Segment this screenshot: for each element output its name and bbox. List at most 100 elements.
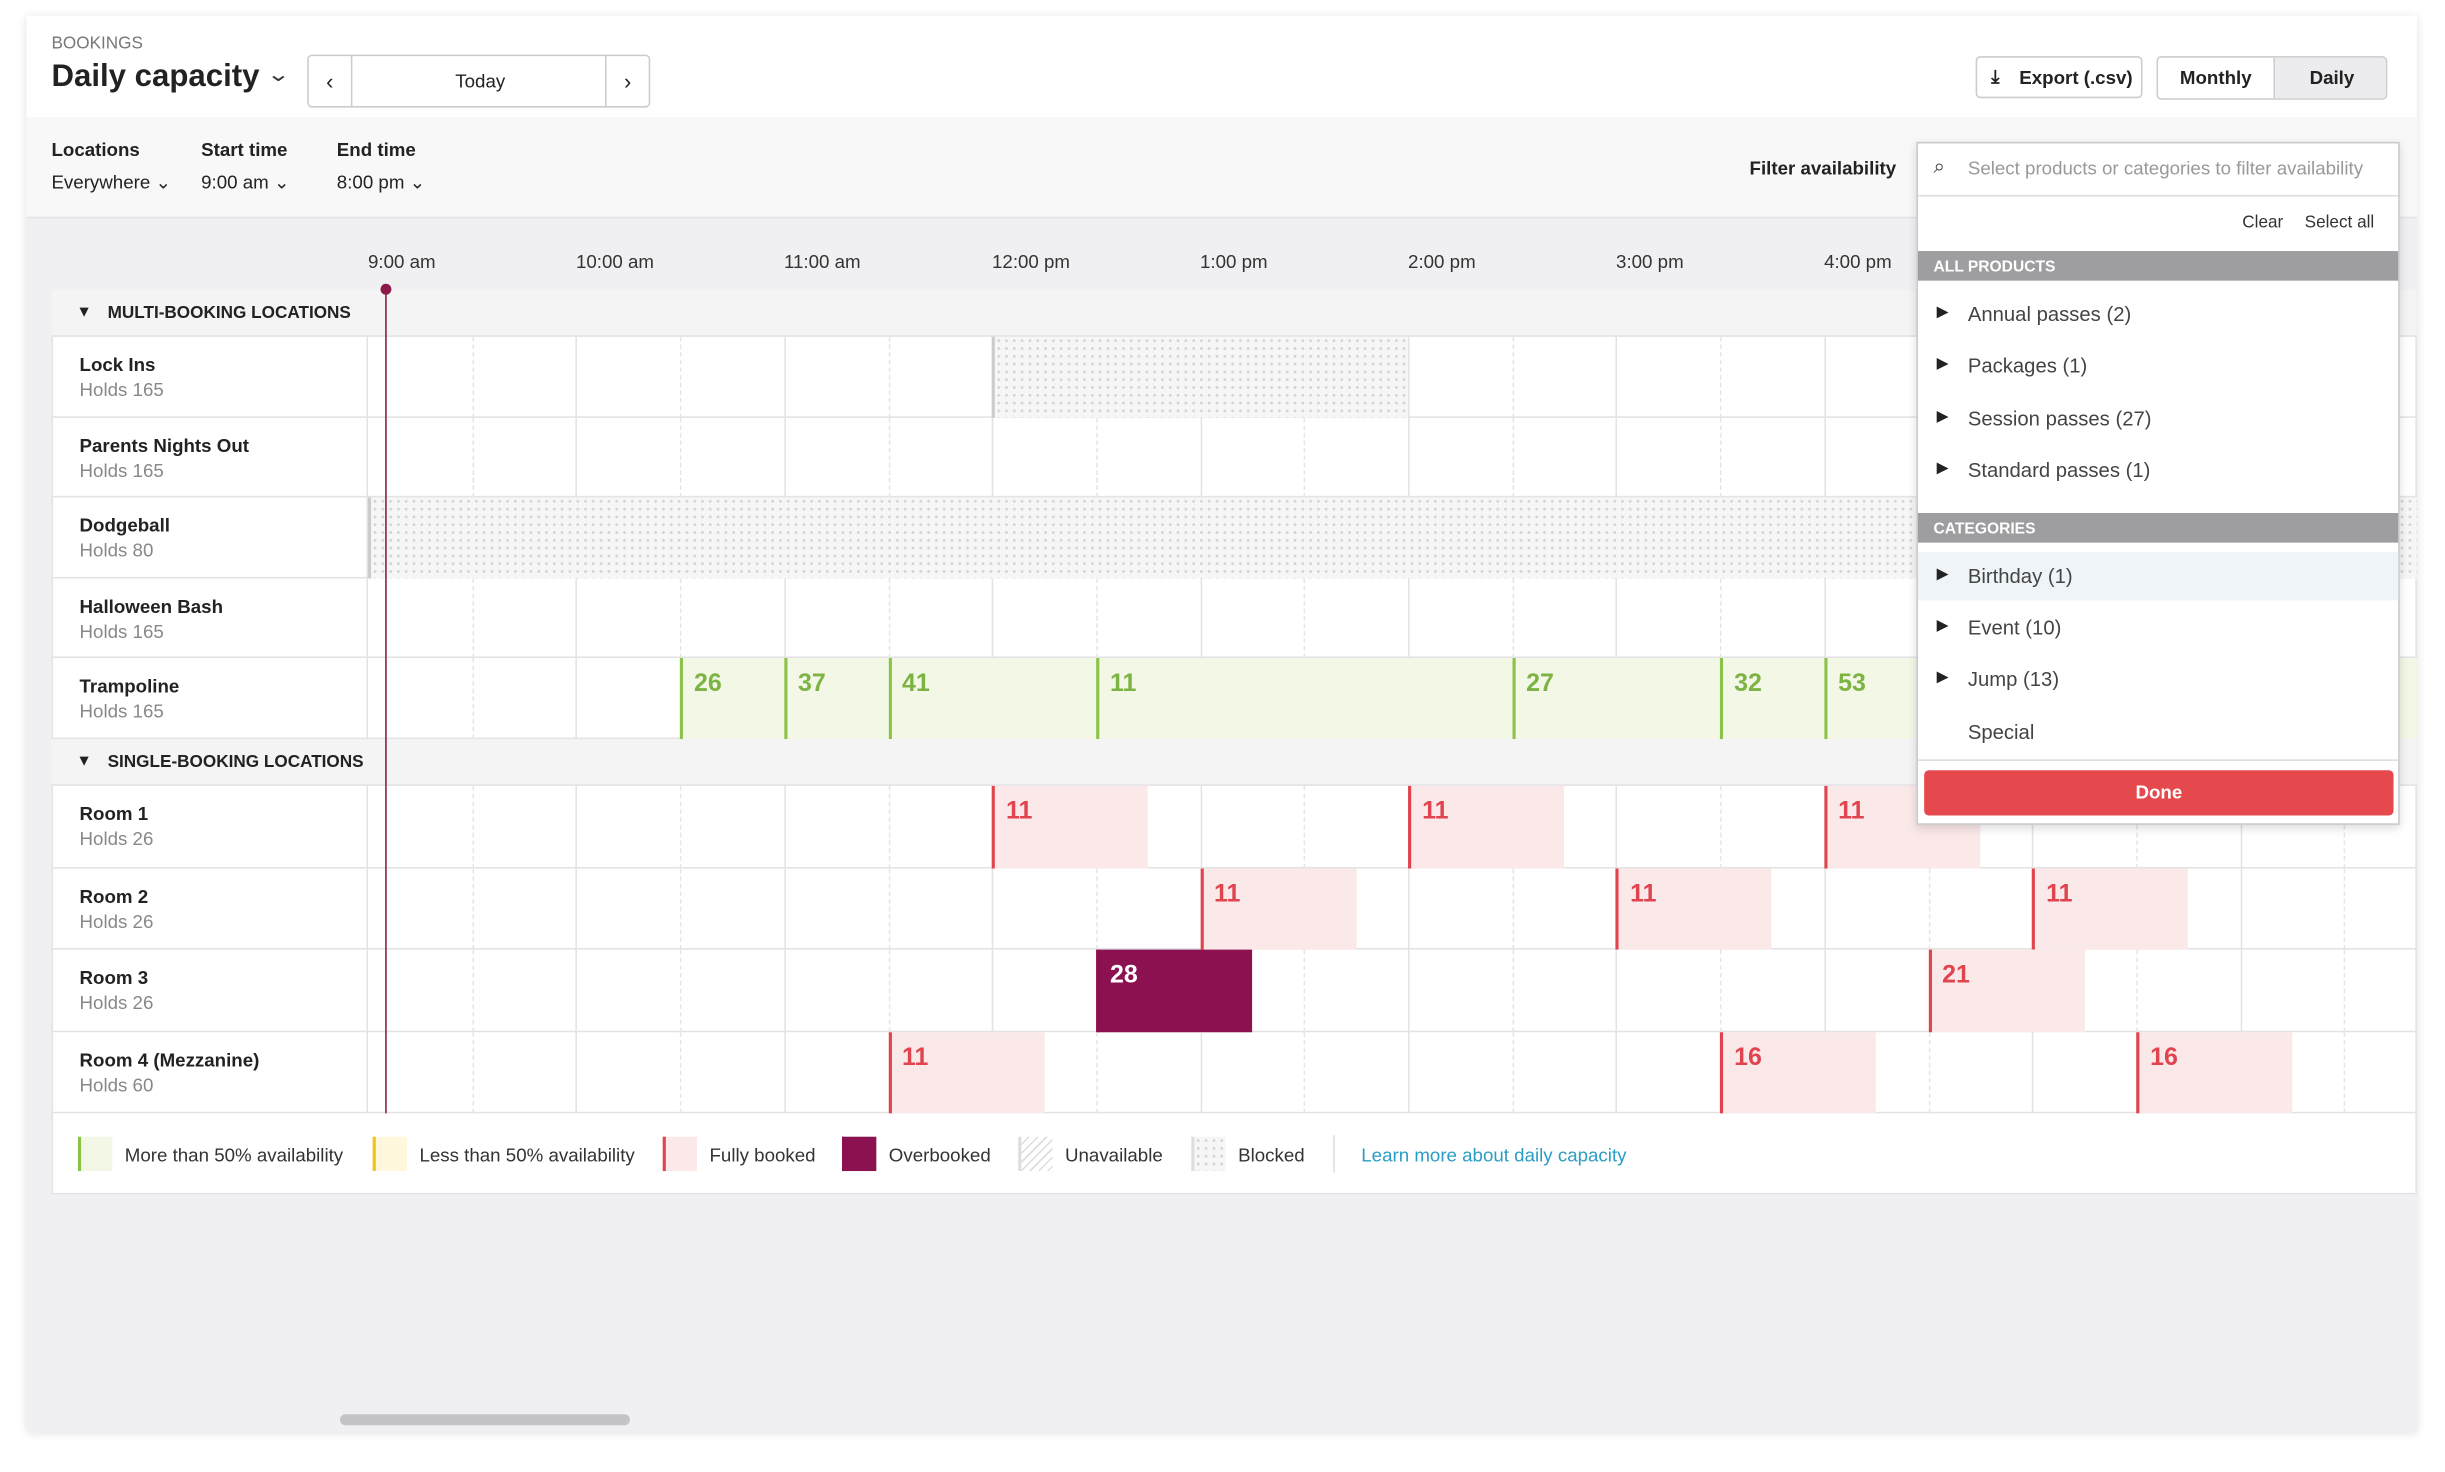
location-name: Lock Ins: [79, 353, 156, 376]
locations-select[interactable]: Everywhere ⌄: [51, 172, 171, 194]
grid-line: [1304, 785, 1306, 868]
filter-option[interactable]: Special: [1918, 708, 2398, 756]
grid-line: [1824, 417, 1826, 498]
grid-line: [2240, 785, 2242, 868]
grid-line: [992, 578, 994, 659]
grid-line: [1512, 867, 1514, 950]
download-icon: ⤓: [1991, 65, 2000, 88]
booking-cell[interactable]: 11: [1096, 658, 1136, 740]
expand-arrow[interactable]: ▶: [1936, 617, 1949, 635]
grid-line: [784, 336, 786, 418]
filter-option[interactable]: ▶ Birthday (1): [1917, 551, 2399, 600]
today-button[interactable]: Today: [455, 70, 506, 92]
expand-arrow[interactable]: ▶: [1936, 669, 1949, 687]
filter-option[interactable]: ▶ Jump (13): [1918, 656, 2398, 704]
expand-arrow[interactable]: ▶: [1936, 356, 1949, 374]
grid-line: [471, 785, 474, 868]
start-select[interactable]: 9:00 am ⌄: [201, 172, 289, 194]
booking-cell[interactable]: 53: [1824, 658, 1866, 740]
booking-cell[interactable]: 32: [1720, 658, 1762, 740]
location-name: Halloween Bash: [79, 595, 224, 618]
booking-cell[interactable]: 11: [888, 1031, 1044, 1114]
hour-label: 9:00 am: [367, 251, 436, 273]
scrollbar[interactable]: [339, 1414, 630, 1426]
filter-option[interactable]: ▶ Annual passes (2): [1918, 290, 2398, 338]
clear-button[interactable]: Clear: [2242, 213, 2284, 233]
grid-line: [888, 867, 890, 950]
end-value: 8:00 pm: [336, 171, 405, 194]
booking-cell[interactable]: 27: [1512, 658, 1554, 740]
grid-line: [1824, 578, 1826, 659]
booking-count: 11: [1422, 798, 1449, 825]
learn-more-link[interactable]: Learn more about daily capacity: [1361, 1144, 1627, 1167]
grid-line: [471, 417, 474, 498]
section-label: BOOKINGS: [51, 34, 143, 54]
legend-swatch: [842, 1136, 877, 1172]
grid-line: [2240, 949, 2242, 1032]
export-button[interactable]: ⤓ Export (.csv): [1975, 56, 2143, 99]
booking-count: 16: [1734, 1043, 1762, 1071]
grid-line: [575, 336, 578, 418]
booking-cell[interactable]: 16: [1720, 1031, 1876, 1114]
done-button[interactable]: Done: [1924, 770, 2394, 816]
booking-cell[interactable]: 11: [992, 785, 1148, 868]
row-name-cell: [51, 949, 368, 1032]
grid-line: [1200, 578, 1202, 659]
location-name: Dodgeball: [79, 514, 170, 537]
booking-cell[interactable]: 37: [784, 658, 826, 740]
location-capacity: Holds 26: [79, 991, 154, 1014]
booking-cell[interactable]: 21: [1928, 949, 2085, 1032]
select-all-button[interactable]: Select all: [2304, 213, 2375, 233]
booking-cell[interactable]: 11: [2032, 867, 2188, 950]
grid-line: [1824, 336, 1826, 418]
grid-line: [575, 867, 578, 950]
prev-button[interactable]: ‹: [309, 56, 353, 107]
booking-cell[interactable]: 11: [1616, 867, 1772, 950]
grid-line: [1512, 1031, 1514, 1114]
search-input[interactable]: Select products or categories to filter …: [1967, 157, 2364, 180]
row-name-cell: [51, 658, 368, 740]
expand-arrow[interactable]: ▶: [1936, 408, 1949, 426]
booking-cell[interactable]: 11: [1408, 785, 1564, 868]
end-select[interactable]: 8:00 pm ⌄: [337, 172, 425, 194]
booking-cell[interactable]: 16: [2136, 1031, 2293, 1114]
row-name-cell: [51, 1031, 368, 1114]
booking-cell[interactable]: 26: [680, 658, 722, 740]
grid-line: [2032, 785, 2034, 868]
expand-arrow[interactable]: ▶: [1936, 565, 1949, 583]
grid-line: [1304, 949, 1306, 1032]
filter-option[interactable]: ▶ Packages (1): [1918, 342, 2398, 390]
booking-cell[interactable]: 41: [888, 658, 930, 740]
grid-line: [2344, 1031, 2346, 1114]
grid-line: [1200, 417, 1202, 498]
option-label: Jump (13): [1967, 667, 2060, 692]
next-button[interactable]: ›: [605, 56, 649, 107]
row: [51, 1031, 2417, 1114]
filter-option[interactable]: ▶ Event (10): [1918, 603, 2398, 651]
option-label: Special: [1967, 720, 2035, 744]
expand-arrow[interactable]: ▶: [1936, 304, 1949, 322]
group-title: SINGLE-BOOKING LOCATIONS: [107, 753, 364, 772]
booking-count: 11: [1214, 880, 1241, 907]
monthly-button[interactable]: Monthly: [2158, 57, 2276, 99]
title-caret[interactable]: ⌄: [266, 62, 291, 86]
filter-option[interactable]: ▶ Standard passes (1): [1918, 446, 2398, 494]
booking-cell[interactable]: 28: [1096, 949, 1252, 1032]
grid-line: [2344, 949, 2346, 1032]
booking-cell[interactable]: 11: [1200, 867, 1356, 950]
grid-line: [680, 949, 682, 1032]
grid-line: [1512, 336, 1514, 418]
grid-line: [1720, 578, 1722, 659]
daily-button[interactable]: Daily: [2275, 57, 2386, 99]
hour-label: 10:00 am: [575, 251, 655, 273]
expand-arrow[interactable]: ▶: [1936, 460, 1949, 478]
grid-line: [680, 785, 682, 868]
grid-line: [1304, 417, 1306, 498]
filter-option[interactable]: ▶ Session passes (27): [1918, 394, 2398, 442]
legend-swatch: [1191, 1136, 1226, 1172]
grid-line: [992, 949, 994, 1032]
grid-line: [471, 867, 474, 950]
hour-label: 2:00 pm: [1408, 251, 1476, 273]
legend-swatch: [77, 1136, 113, 1172]
divider: [1917, 759, 2399, 761]
